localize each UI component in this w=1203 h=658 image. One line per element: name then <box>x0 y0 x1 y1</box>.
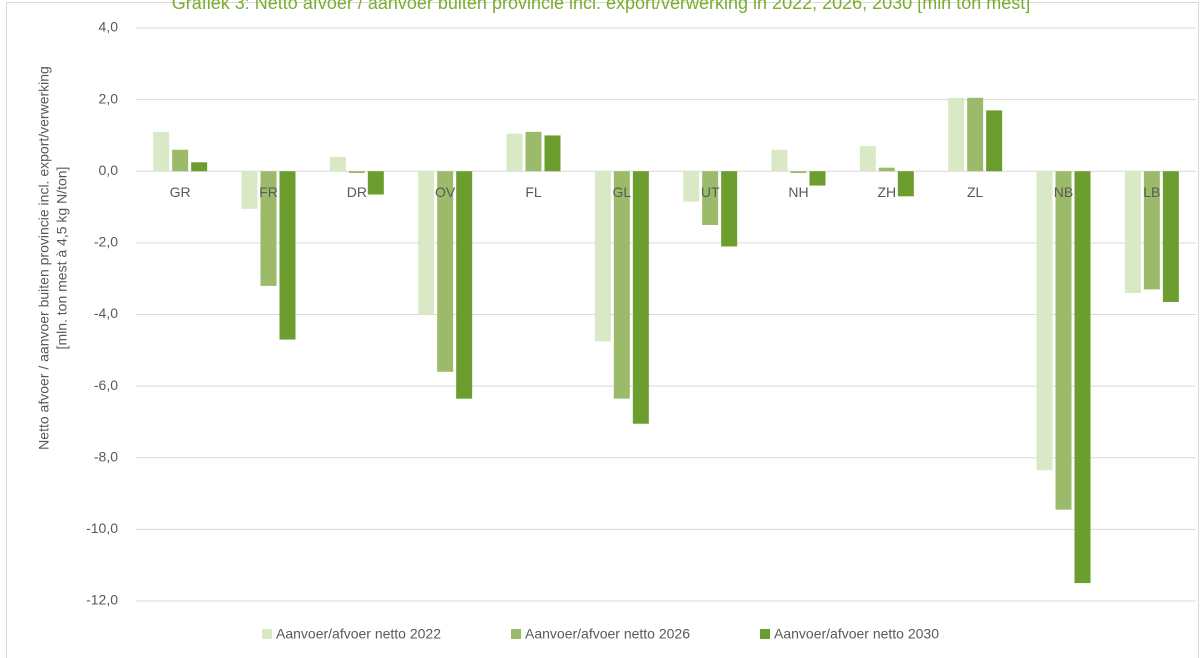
bar <box>544 135 561 172</box>
bar <box>702 171 719 225</box>
bar <box>437 171 454 372</box>
bar <box>986 110 1003 172</box>
bar <box>1124 171 1141 294</box>
bar <box>897 171 914 197</box>
bar <box>348 171 365 174</box>
chart-frame <box>6 2 1199 658</box>
bar <box>525 131 542 172</box>
legend-swatch <box>262 629 272 639</box>
legend-label: Aanvoer/afvoer netto 2026 <box>525 626 690 642</box>
x-tick-label: NB <box>1054 184 1073 200</box>
bar <box>594 171 611 342</box>
bar <box>456 171 473 399</box>
bar <box>632 171 649 424</box>
legend-swatch <box>511 629 521 639</box>
bar <box>948 97 965 172</box>
bar <box>1162 171 1179 302</box>
bar <box>683 171 700 202</box>
y-tick-label: -6,0 <box>94 377 118 393</box>
y-tick-label: -12,0 <box>86 592 118 608</box>
y-tick-label: 4,0 <box>99 19 119 35</box>
bar <box>279 171 296 340</box>
bar <box>613 171 630 399</box>
bar <box>721 171 738 247</box>
bar <box>1055 171 1072 510</box>
y-tick-label: -4,0 <box>94 305 118 321</box>
bar <box>191 162 208 172</box>
y-tick-label: 0,0 <box>99 162 119 178</box>
x-tick-label: LB <box>1143 184 1160 200</box>
legend-label: Aanvoer/afvoer netto 2022 <box>276 626 441 642</box>
y-tick-label: -2,0 <box>94 234 118 250</box>
legend-swatch <box>760 629 770 639</box>
y-tick-label: 2,0 <box>99 90 119 106</box>
y-axis-label: Netto afvoer / aanvoer buiten provincie … <box>36 66 52 450</box>
bar <box>1143 171 1160 290</box>
x-tick-label: GR <box>170 184 191 200</box>
bar <box>418 171 435 315</box>
x-tick-label: OV <box>435 184 456 200</box>
x-tick-label: FR <box>259 184 278 200</box>
bar <box>260 171 277 286</box>
bar <box>771 149 788 172</box>
chart-title: Grafiek 3: Netto afvoer / aanvoer buiten… <box>172 0 1030 13</box>
bar <box>809 171 826 186</box>
x-tick-label: FL <box>525 184 542 200</box>
bar <box>859 146 876 172</box>
y-tick-label: -10,0 <box>86 520 118 536</box>
bar <box>241 171 258 209</box>
x-tick-label: DR <box>347 184 367 200</box>
bar <box>367 171 384 195</box>
x-tick-label: ZL <box>967 184 984 200</box>
bar <box>1036 171 1053 471</box>
bar <box>153 131 170 172</box>
x-tick-label: GL <box>612 184 631 200</box>
bar <box>172 149 189 172</box>
bar <box>967 97 984 172</box>
x-tick-label: ZH <box>877 184 896 200</box>
bar <box>329 156 346 172</box>
bar <box>878 167 895 172</box>
bar <box>1074 171 1091 584</box>
bar <box>790 171 807 174</box>
legend-label: Aanvoer/afvoer netto 2030 <box>774 626 939 642</box>
bar <box>506 133 523 172</box>
x-tick-label: UT <box>701 184 720 200</box>
x-tick-label: NH <box>788 184 808 200</box>
y-axis-label: [mln. ton mest à 4,5 kg N/ton] <box>54 167 70 350</box>
y-tick-label: -8,0 <box>94 448 118 464</box>
